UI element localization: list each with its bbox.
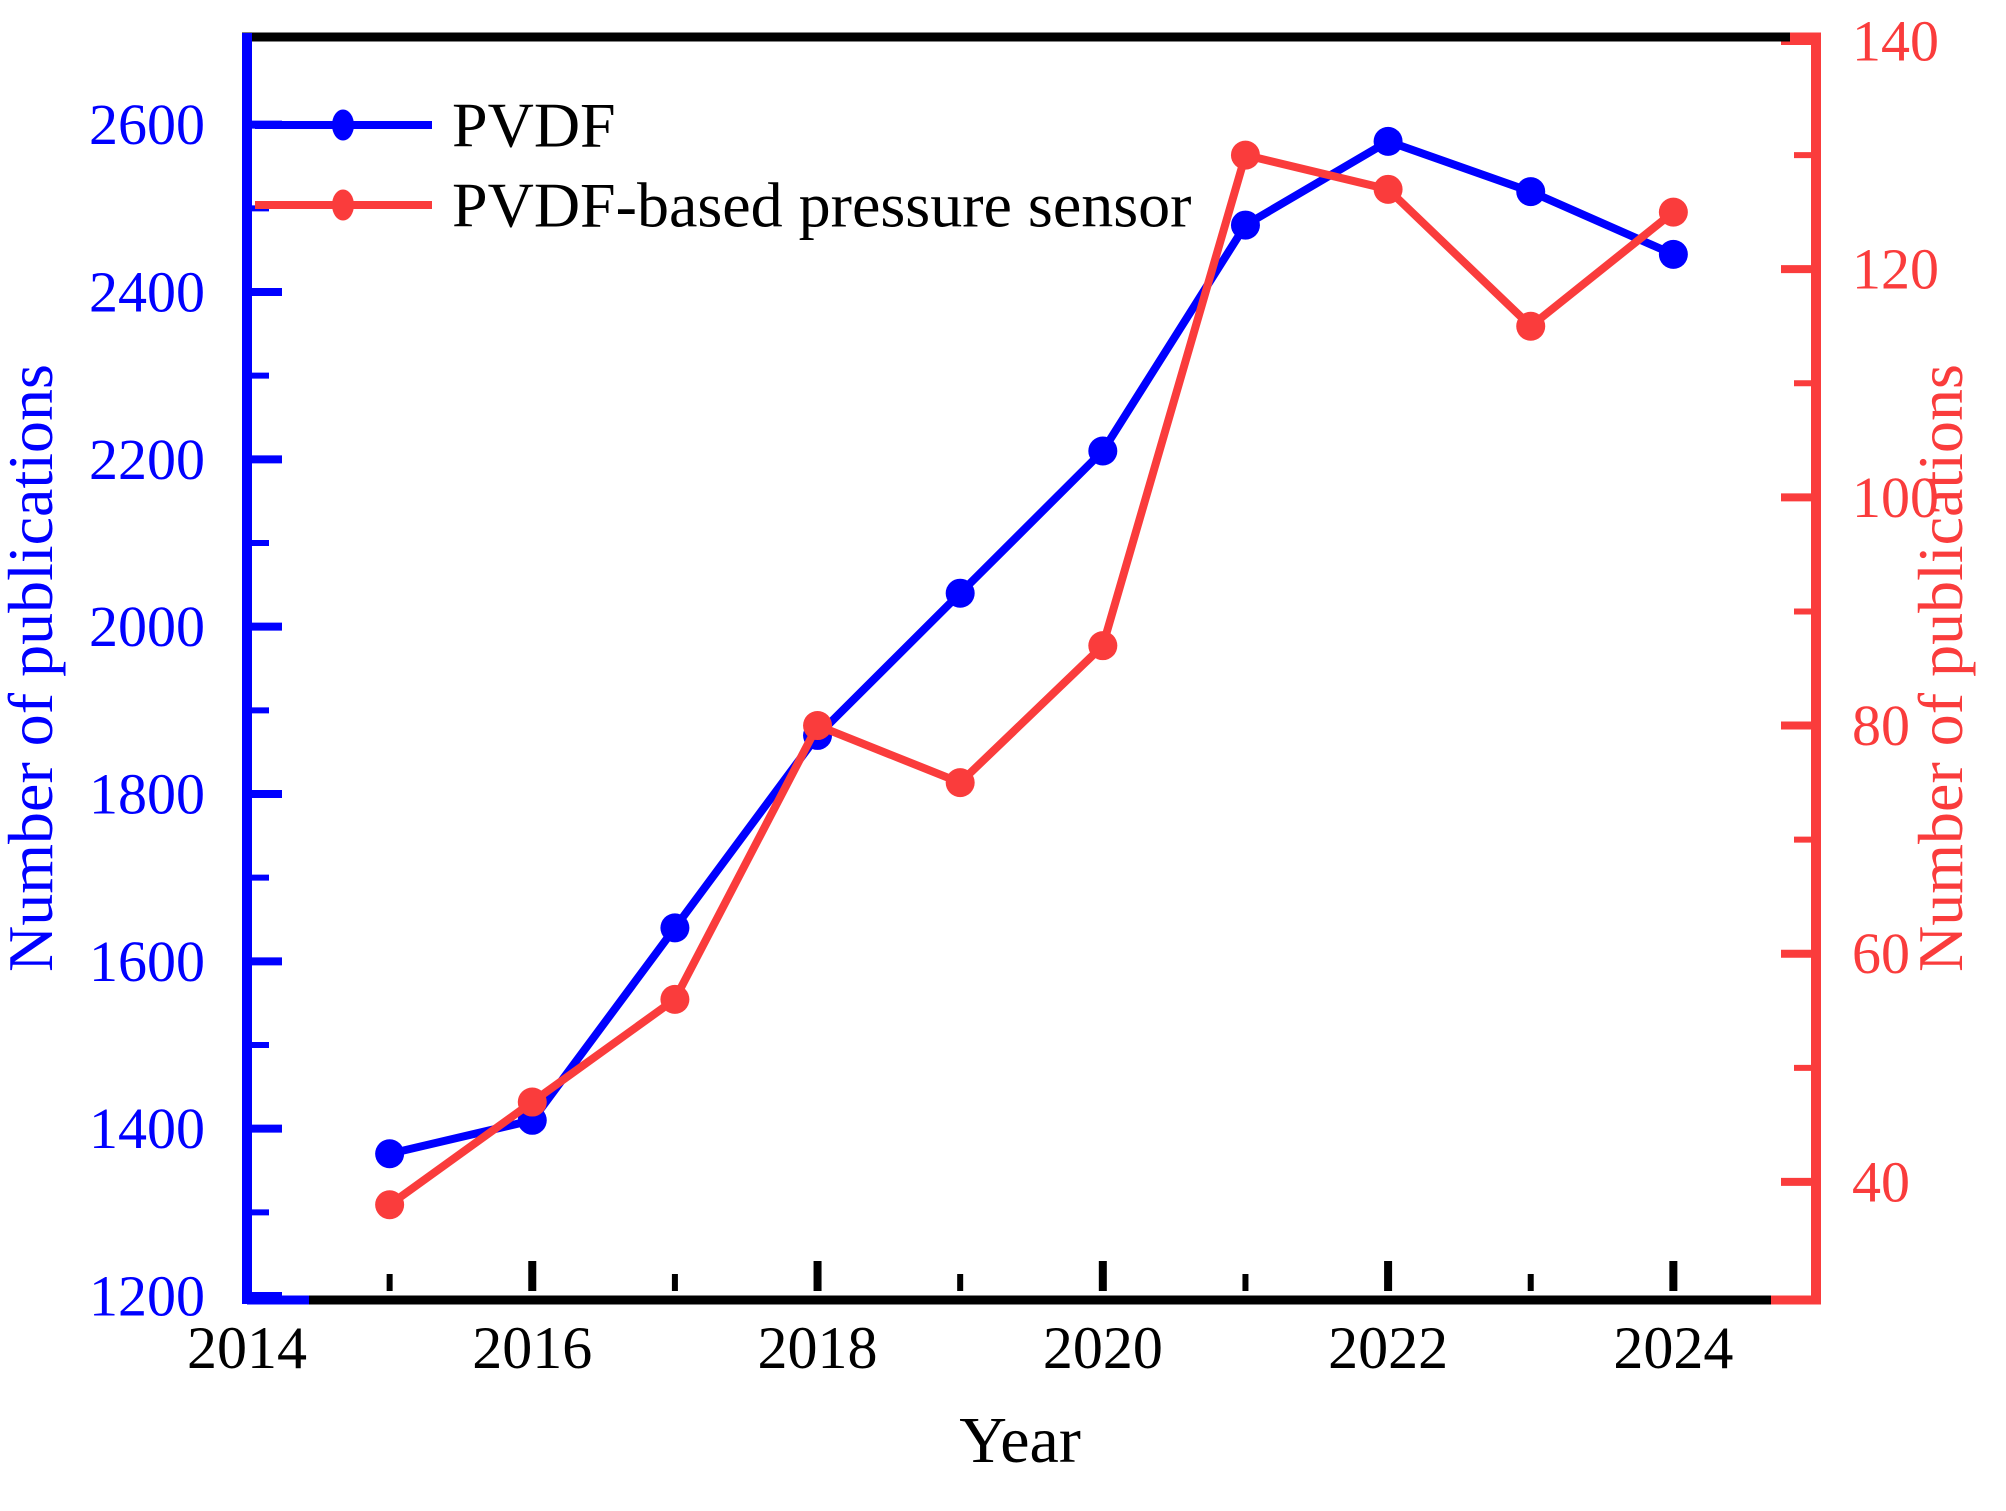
legend-label-pvdf-pressure-sensor: PVDF-based pressure sensor [452,170,1191,241]
right-axis-tick-label: 120 [1852,237,1939,302]
left-axis-tick-label: 2200 [89,427,205,492]
right-axis-tick-label: 140 [1852,9,1939,74]
pvdf-pressure-sensor-point-2017 [660,984,690,1014]
right-axis-tick-label: 80 [1852,693,1910,758]
x-axis-tick-label: 2024 [1613,1315,1733,1381]
x-axis-tick-label: 2018 [758,1315,878,1381]
legend-marker [332,109,354,141]
x-axis-title: Year [959,1404,1081,1477]
left-axis-tick-label: 1800 [89,762,205,827]
pvdf-point-2015 [375,1139,405,1169]
pvdf-point-2022 [1373,126,1403,156]
pvdf-pressure-sensor-point-2020 [1088,631,1118,661]
legend-marker [332,189,354,221]
pvdf-point-2020 [1088,436,1118,466]
pvdf-pressure-sensor-line [387,150,1676,1208]
pvdf-pressure-sensor-point-2016 [517,1087,547,1117]
pvdf-point-2023 [1516,177,1546,207]
x-axis-tick-label: 2016 [472,1315,592,1381]
pvdf-pressure-sensor-point-2022 [1373,174,1403,204]
legend-label-pvdf: PVDF [452,90,616,161]
right-axis-title: Number of publications [1905,364,1976,972]
pvdf-point-2019 [945,578,975,608]
x-axis-tick-label: 2014 [187,1315,307,1381]
left-axis-title: Number of publications [0,364,66,972]
pvdf-point-2017 [660,913,690,943]
pvdf-pressure-sensor-point-2019 [945,768,975,798]
left-axis-tick-label: 1600 [89,929,205,994]
left-axis-tick-label: 1200 [89,1264,205,1329]
pvdf-pressure-sensor-point-2024 [1658,197,1688,227]
pvdf-point-2021 [1230,210,1260,240]
right-axis-tick-label: 60 [1852,921,1910,986]
right-axis-tick-label: 40 [1852,1149,1910,1214]
left-axis-tick-label: 2000 [89,594,205,659]
pvdf-point-2024 [1658,239,1688,269]
left-axis-tick-label: 2600 [89,92,205,157]
pvdf-pressure-sensor-point-2023 [1516,311,1546,341]
left-axis-tick-label: 2400 [89,260,205,325]
x-axis-tick-label: 2020 [1043,1315,1163,1381]
pvdf-pressure-sensor-point-2021 [1230,140,1260,170]
x-axis-tick-label: 2022 [1328,1315,1448,1381]
pvdf-pressure-sensor-point-2015 [375,1190,405,1220]
pvdf-pressure-sensor-point-2018 [803,711,833,741]
pvdf-line [388,137,1675,1158]
left-axis-tick-label: 1400 [89,1096,205,1161]
right-axis-tick-label: 100 [1852,465,1939,530]
